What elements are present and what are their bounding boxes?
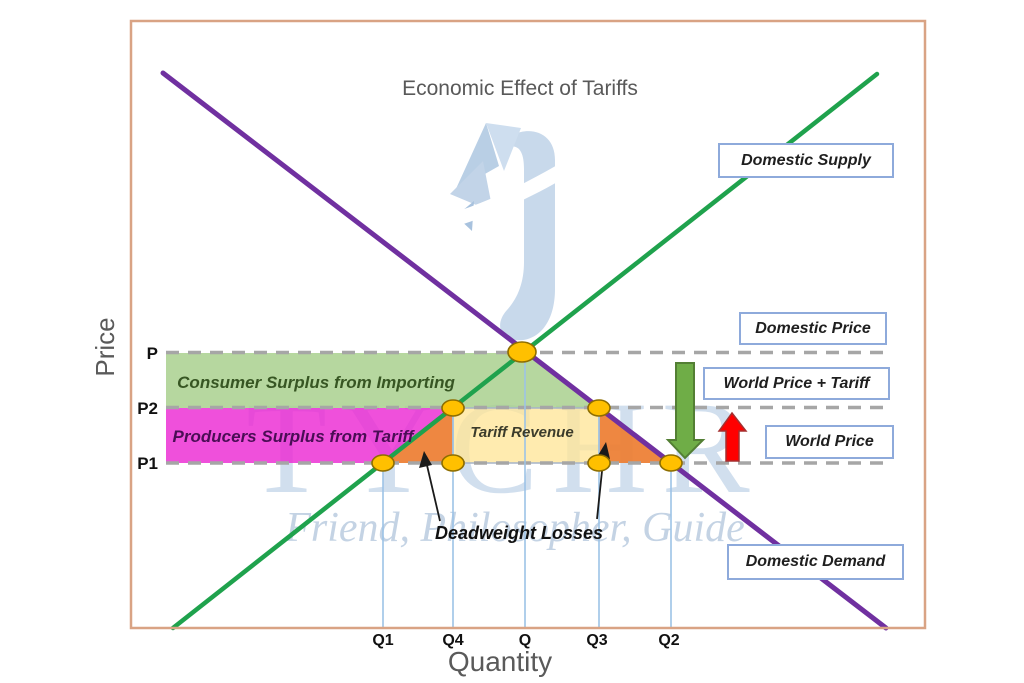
intersection-markers — [371, 341, 683, 472]
logo-facet-2 — [486, 123, 521, 171]
y-axis-title: Price — [90, 317, 120, 377]
logo-facet-1 — [455, 123, 499, 191]
world-price-plus-tariff-callout: World Price + Tariff — [703, 367, 890, 400]
y-tick-p1: P1 — [137, 454, 158, 473]
x-tick-q1: Q1 — [372, 632, 394, 649]
deadweight-pointer-left-head-icon — [419, 451, 432, 468]
consumer-surplus-label: Consumer Surplus from Importing — [177, 373, 455, 392]
marker-demand-p1 — [659, 454, 683, 472]
x-axis-title: Quantity — [447, 646, 553, 677]
marker-supply-p2 — [441, 399, 465, 417]
domestic-supply-callout: Domestic Supply — [718, 143, 894, 178]
marker-demand-p2 — [587, 399, 611, 417]
producer-surplus-label: Producers Surplus from Tariff — [172, 427, 414, 446]
brand-logo-watermark — [428, 113, 580, 349]
price-decrease-arrow-icon — [665, 362, 706, 460]
y-tick-p2: P2 — [137, 399, 158, 418]
chart-title: Economic Effect of Tariffs — [402, 77, 638, 100]
producer-surplus-region — [166, 408, 453, 463]
price-increase-arrow-icon — [717, 411, 748, 462]
equilibrium-marker — [507, 341, 537, 363]
x-tick-q: Q — [518, 632, 532, 649]
deadweight-losses-label: Deadweight Losses — [434, 523, 604, 543]
world-price-callout: World Price — [765, 425, 894, 459]
logo-swoosh — [428, 160, 569, 234]
quantity-guide-lines — [382, 352, 672, 628]
marker-q4-p1 — [441, 454, 465, 472]
tariff-revenue-label: Tariff Revenue — [470, 424, 574, 441]
x-tick-q3: Q3 — [586, 632, 608, 649]
plot-frame — [129, 19, 927, 630]
domestic-demand-callout: Domestic Demand — [727, 544, 904, 580]
domestic-price-callout: Domestic Price — [739, 312, 887, 345]
deadweight-pointer-left — [425, 460, 441, 522]
watermark-tagline-text: Friend, Philosopher, Guide — [285, 505, 745, 551]
consumer-surplus-region — [166, 353, 599, 408]
y-tick-p: P — [146, 344, 158, 363]
x-tick-q2: Q2 — [658, 632, 680, 649]
marker-supply-p1 — [371, 454, 395, 472]
marker-q3-p1 — [587, 454, 611, 472]
logo-facet-3 — [450, 161, 493, 212]
x-tick-q4: Q4 — [442, 632, 464, 649]
